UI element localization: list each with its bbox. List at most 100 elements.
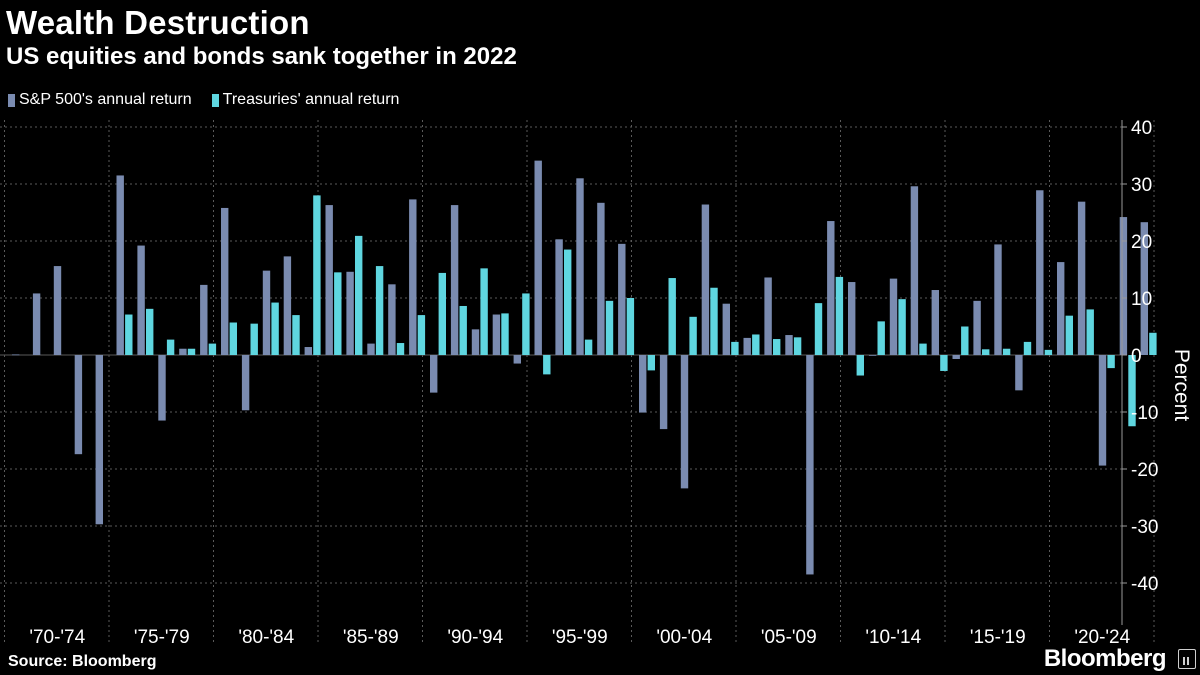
sp500-bar-1997 bbox=[576, 178, 584, 355]
x-tick-label: '80-'84 bbox=[238, 627, 294, 648]
sp500-bar-2014 bbox=[931, 290, 939, 355]
brand-logo-text: Bloomberg bbox=[1043, 645, 1167, 672]
sp500-bar-1998 bbox=[597, 202, 605, 355]
sp500-bar-1988 bbox=[388, 284, 396, 355]
sp500-bar-1983 bbox=[283, 256, 292, 355]
sp500-bar-2021 bbox=[1077, 201, 1086, 355]
legend-swatch-treasuries bbox=[211, 93, 219, 107]
treasuries-bar-1991 bbox=[459, 305, 467, 355]
sp500-bar-2017 bbox=[994, 244, 1002, 355]
sp500-bar-2009 bbox=[827, 221, 835, 355]
sp500-bar-1993 bbox=[492, 314, 501, 355]
sp500-bar-1981 bbox=[241, 355, 250, 411]
sp500-bar-1986 bbox=[346, 271, 354, 355]
x-tick-label: '70-'74 bbox=[29, 627, 85, 648]
sp500-bar-1985 bbox=[325, 205, 333, 355]
sp500-bar-1995 bbox=[534, 160, 542, 355]
treasuries-bar-2015 bbox=[961, 326, 969, 355]
sp500-bar-2022 bbox=[1098, 355, 1107, 466]
sp500-bar-1976 bbox=[137, 245, 145, 355]
sp500-bar-2024 bbox=[1140, 222, 1148, 355]
treasuries-bar-1995 bbox=[543, 355, 551, 375]
legend-item-treasuries: Treasuries' annual return bbox=[211, 91, 399, 109]
sp500-bar-2015 bbox=[952, 355, 960, 359]
sp500-bar-1974 bbox=[95, 355, 103, 525]
treasuries-bar-2004 bbox=[731, 341, 739, 355]
sp500-bar-1989 bbox=[409, 199, 417, 355]
treasuries-bar-1985 bbox=[334, 272, 342, 355]
treasuries-bar-1989 bbox=[417, 315, 426, 355]
treasuries-bar-1981 bbox=[250, 323, 258, 355]
y-tick-label: 30 bbox=[1131, 175, 1152, 196]
y-tick-label: -20 bbox=[1131, 460, 1158, 481]
y-tick-label: 0 bbox=[1131, 346, 1142, 367]
sp500-bar-1984 bbox=[304, 347, 312, 355]
treasuries-bar-2008 bbox=[814, 303, 823, 355]
treasuries-bar-2014 bbox=[940, 355, 948, 371]
sp500-bar-1999 bbox=[618, 243, 626, 355]
treasuries-bar-2006 bbox=[773, 339, 781, 355]
sp500-bar-1992 bbox=[471, 329, 480, 355]
sp500-bar-2005 bbox=[743, 337, 751, 355]
y-tick-label: 20 bbox=[1131, 232, 1152, 253]
sp500-bar-1973 bbox=[74, 355, 83, 455]
legend-item-sp500: S&P 500's annual return bbox=[8, 91, 192, 109]
sp500-bar-1975 bbox=[116, 175, 124, 355]
y-tick-label: -40 bbox=[1131, 574, 1158, 595]
treasuries-bar-1987 bbox=[375, 266, 384, 355]
sp500-bar-2016 bbox=[973, 300, 981, 355]
sp500-bar-2003 bbox=[701, 204, 710, 355]
treasuries-bar-1977 bbox=[166, 339, 175, 355]
treasuries-bar-2022 bbox=[1107, 355, 1115, 369]
sp500-bar-1978 bbox=[179, 348, 187, 355]
x-tick-label: '95-'99 bbox=[552, 627, 608, 648]
treasuries-bar-2017 bbox=[1002, 348, 1011, 355]
x-tick-label: '00-'04 bbox=[656, 627, 712, 648]
sp500-bar-1980 bbox=[221, 207, 229, 355]
treasuries-bar-1999 bbox=[626, 298, 635, 355]
sp500-bar-2000 bbox=[639, 355, 647, 413]
x-tick-label: '10-'14 bbox=[865, 627, 921, 648]
sp500-bar-1991 bbox=[450, 205, 459, 355]
treasuries-bar-1978 bbox=[187, 348, 196, 355]
treasuries-bar-1997 bbox=[584, 339, 593, 355]
x-tick-label: '15-'19 bbox=[970, 627, 1026, 648]
treasuries-bar-1982 bbox=[271, 302, 279, 355]
treasuries-bar-1980 bbox=[229, 322, 237, 355]
y-tick-label: 40 bbox=[1131, 118, 1152, 139]
sp500-bar-2013 bbox=[910, 186, 919, 355]
treasuries-bar-2013 bbox=[919, 343, 927, 355]
chart-badge-icon bbox=[1178, 649, 1196, 669]
y-tick-label: 10 bbox=[1131, 289, 1152, 310]
sp500-bar-2001 bbox=[659, 355, 668, 430]
sp500-bar-1972 bbox=[53, 266, 62, 355]
treasuries-bar-1975 bbox=[125, 314, 133, 355]
treasuries-bar-2012 bbox=[898, 299, 906, 355]
sp500-bar-1970 bbox=[12, 354, 20, 356]
treasuries-bar-2016 bbox=[982, 349, 990, 355]
sp500-bar-2010 bbox=[848, 282, 856, 355]
sp500-bar-1979 bbox=[200, 284, 208, 355]
sp500-bar-1977 bbox=[158, 355, 166, 421]
sp500-bar-1990 bbox=[430, 355, 438, 393]
x-tick-label: '75-'79 bbox=[134, 627, 190, 648]
treasuries-bar-2003 bbox=[710, 287, 718, 355]
treasuries-bar-1998 bbox=[605, 300, 614, 355]
treasuries-bar-2019 bbox=[1044, 349, 1053, 355]
treasuries-bar-2011 bbox=[877, 321, 885, 355]
y-tick-label: -30 bbox=[1131, 517, 1158, 538]
treasuries-bar-1992 bbox=[480, 268, 488, 355]
treasuries-bar-2005 bbox=[752, 334, 760, 355]
treasuries-bar-1993 bbox=[501, 313, 509, 355]
treasuries-bar-1986 bbox=[355, 235, 363, 355]
x-tick-label: '20-'24 bbox=[1074, 627, 1130, 648]
treasuries-bar-2018 bbox=[1023, 341, 1032, 355]
legend-label-sp500: S&P 500's annual return bbox=[19, 91, 192, 108]
treasuries-bar-2002 bbox=[689, 316, 697, 355]
y-axis-title: Percent bbox=[1170, 349, 1193, 422]
treasuries-bar-2020 bbox=[1065, 315, 1073, 355]
treasuries-bar-2021 bbox=[1086, 309, 1094, 355]
treasuries-bar-1988 bbox=[396, 343, 405, 355]
legend: S&P 500's annual return Treasuries' annu… bbox=[8, 91, 419, 109]
